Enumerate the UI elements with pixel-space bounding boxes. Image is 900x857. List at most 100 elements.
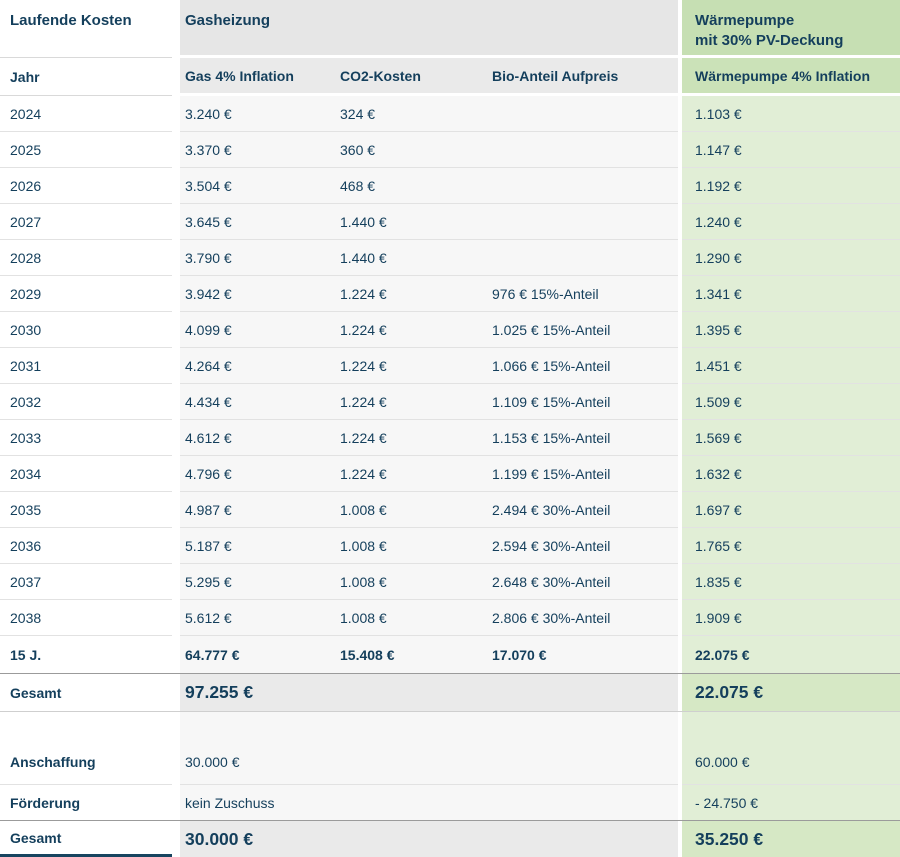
column-gap — [678, 132, 682, 168]
co2-cost-cell: 1.224 € — [335, 276, 487, 312]
gas-cost-cell: 5.187 € — [180, 528, 335, 564]
column-gap — [172, 600, 180, 636]
gas-section-title: Gasheizung — [180, 0, 678, 58]
wp-cost-cell: 1.765 € — [682, 528, 900, 564]
column-gap — [678, 312, 682, 348]
wp-cost-cell: 1.147 € — [682, 132, 900, 168]
sum-label-cell: 15 J. — [0, 636, 172, 673]
co2-cost-cell: 1.008 € — [335, 492, 487, 528]
table-row: 2026 3.504 €468 € 1.192 € — [0, 168, 900, 204]
co2-cost-cell: 1.008 € — [335, 528, 487, 564]
column-gap — [678, 58, 682, 96]
purchase-gas: 30.000 € — [180, 712, 678, 785]
column-gap — [678, 420, 682, 456]
column-gap — [172, 674, 180, 711]
bio-surcharge-cell: 1.153 € 15%-Anteil — [487, 420, 678, 456]
co2-cost-cell: 324 € — [335, 96, 487, 132]
co2-cost-cell: 1.008 € — [335, 600, 487, 636]
year-cell: 2032 — [0, 384, 172, 420]
sum-co2-cell: 15.408 € — [335, 636, 487, 673]
wp-title-line1: Wärmepumpe — [695, 12, 795, 29]
year-cell: 2029 — [0, 276, 172, 312]
wp-cost-cell: 1.909 € — [682, 600, 900, 636]
co2-cost-cell: 1.440 € — [335, 204, 487, 240]
column-gap — [172, 420, 180, 456]
running-total-label: Gesamt — [0, 674, 172, 711]
column-gap — [678, 384, 682, 420]
table-row: 2031 4.264 €1.224 €1.066 € 15%-Anteil 1.45… — [0, 348, 900, 384]
co2-cost-cell: 1.224 € — [335, 384, 487, 420]
grand-total-label: Gesamt — [0, 821, 172, 857]
table-row: 2037 5.295 €1.008 €2.648 € 30%-Anteil 1.83… — [0, 564, 900, 600]
gas-cost-cell: 5.612 € — [180, 600, 335, 636]
co2-cost-cell: 468 € — [335, 168, 487, 204]
co2-cost-cell: 1.440 € — [335, 240, 487, 276]
running-total-gas: 97.255 € — [180, 674, 678, 711]
bio-surcharge-cell: 2.806 € 30%-Anteil — [487, 600, 678, 636]
column-header-row: Jahr Gas 4% Inflation CO2-Kosten Bio-Ant… — [0, 58, 900, 96]
gas-cost-cell: 4.099 € — [180, 312, 335, 348]
year-cell: 2031 — [0, 348, 172, 384]
gas-cost-cell: 4.987 € — [180, 492, 335, 528]
column-gap — [172, 492, 180, 528]
table-row: 2025 3.370 €360 € 1.147 € — [0, 132, 900, 168]
purchase-label: Anschaffung — [0, 712, 172, 785]
co2-cost-cell: 1.008 € — [335, 564, 487, 600]
running-total-row: Gesamt 97.255 € 22.075 € — [0, 673, 900, 711]
column-gap — [678, 168, 682, 204]
bio-surcharge-cell — [487, 168, 678, 204]
bio-surcharge-cell — [487, 240, 678, 276]
gas-cost-cell: 3.240 € — [180, 96, 335, 132]
bio-surcharge-cell: 2.594 € 30%-Anteil — [487, 528, 678, 564]
wp-cost-cell: 1.341 € — [682, 276, 900, 312]
column-gap — [678, 348, 682, 384]
year-cell: 2034 — [0, 456, 172, 492]
wp-cost-cell: 1.569 € — [682, 420, 900, 456]
column-gap — [678, 674, 682, 711]
year-cell: 2027 — [0, 204, 172, 240]
column-gap — [172, 384, 180, 420]
wp-section-title: Wärmepumpe mit 30% PV-Deckung — [682, 0, 900, 58]
bio-surcharge-cell: 1.109 € 15%-Anteil — [487, 384, 678, 420]
column-gap — [678, 276, 682, 312]
purchase-row: Anschaffung 30.000 € 60.000 € — [0, 711, 900, 785]
year-cell: 2026 — [0, 168, 172, 204]
column-gap — [678, 636, 682, 673]
column-gap — [172, 785, 180, 820]
subsidy-row: Förderung kein Zuschuss - 24.750 € — [0, 785, 900, 820]
column-header-jahr: Jahr — [0, 58, 172, 96]
co2-cost-cell: 1.224 € — [335, 312, 487, 348]
year-cell: 2024 — [0, 96, 172, 132]
year-cell: 2038 — [0, 600, 172, 636]
gas-cost-cell: 5.295 € — [180, 564, 335, 600]
column-gap — [678, 600, 682, 636]
year-cell: 2028 — [0, 240, 172, 276]
table-row: 2033 4.612 €1.224 €1.153 € 15%-Anteil 1.56… — [0, 420, 900, 456]
subsidy-label: Förderung — [0, 785, 172, 820]
column-gap — [172, 276, 180, 312]
year-rows: 2024 3.240 €324 € 1.103 € 2025 3.370 €360 € 1… — [0, 96, 900, 636]
co2-cost-cell: 1.224 € — [335, 420, 487, 456]
column-gap — [172, 96, 180, 132]
column-gap — [678, 240, 682, 276]
column-gap — [172, 240, 180, 276]
year-cell: 2037 — [0, 564, 172, 600]
column-gap — [678, 456, 682, 492]
gas-cost-cell: 4.796 € — [180, 456, 335, 492]
bio-surcharge-cell — [487, 132, 678, 168]
column-gap — [172, 168, 180, 204]
bio-surcharge-cell: 1.025 € 15%-Anteil — [487, 312, 678, 348]
bio-surcharge-cell — [487, 96, 678, 132]
table-row: 2030 4.099 €1.224 €1.025 € 15%-Anteil 1.39… — [0, 312, 900, 348]
gas-cost-cell: 3.645 € — [180, 204, 335, 240]
subsidy-wp: - 24.750 € — [682, 785, 900, 820]
column-gap — [678, 96, 682, 132]
sum-15y-row: 15 J. 64.777 € 15.408 € 17.070 € 22.075 … — [0, 636, 900, 673]
table-row: 2028 3.790 €1.440 € 1.290 € — [0, 240, 900, 276]
column-gap — [678, 0, 682, 58]
table-row: 2027 3.645 €1.440 € 1.240 € — [0, 204, 900, 240]
column-header-gas: Gas 4% Inflation — [180, 58, 335, 96]
column-gap — [172, 348, 180, 384]
column-header-wp: Wärmepumpe 4% Inflation — [682, 58, 900, 96]
